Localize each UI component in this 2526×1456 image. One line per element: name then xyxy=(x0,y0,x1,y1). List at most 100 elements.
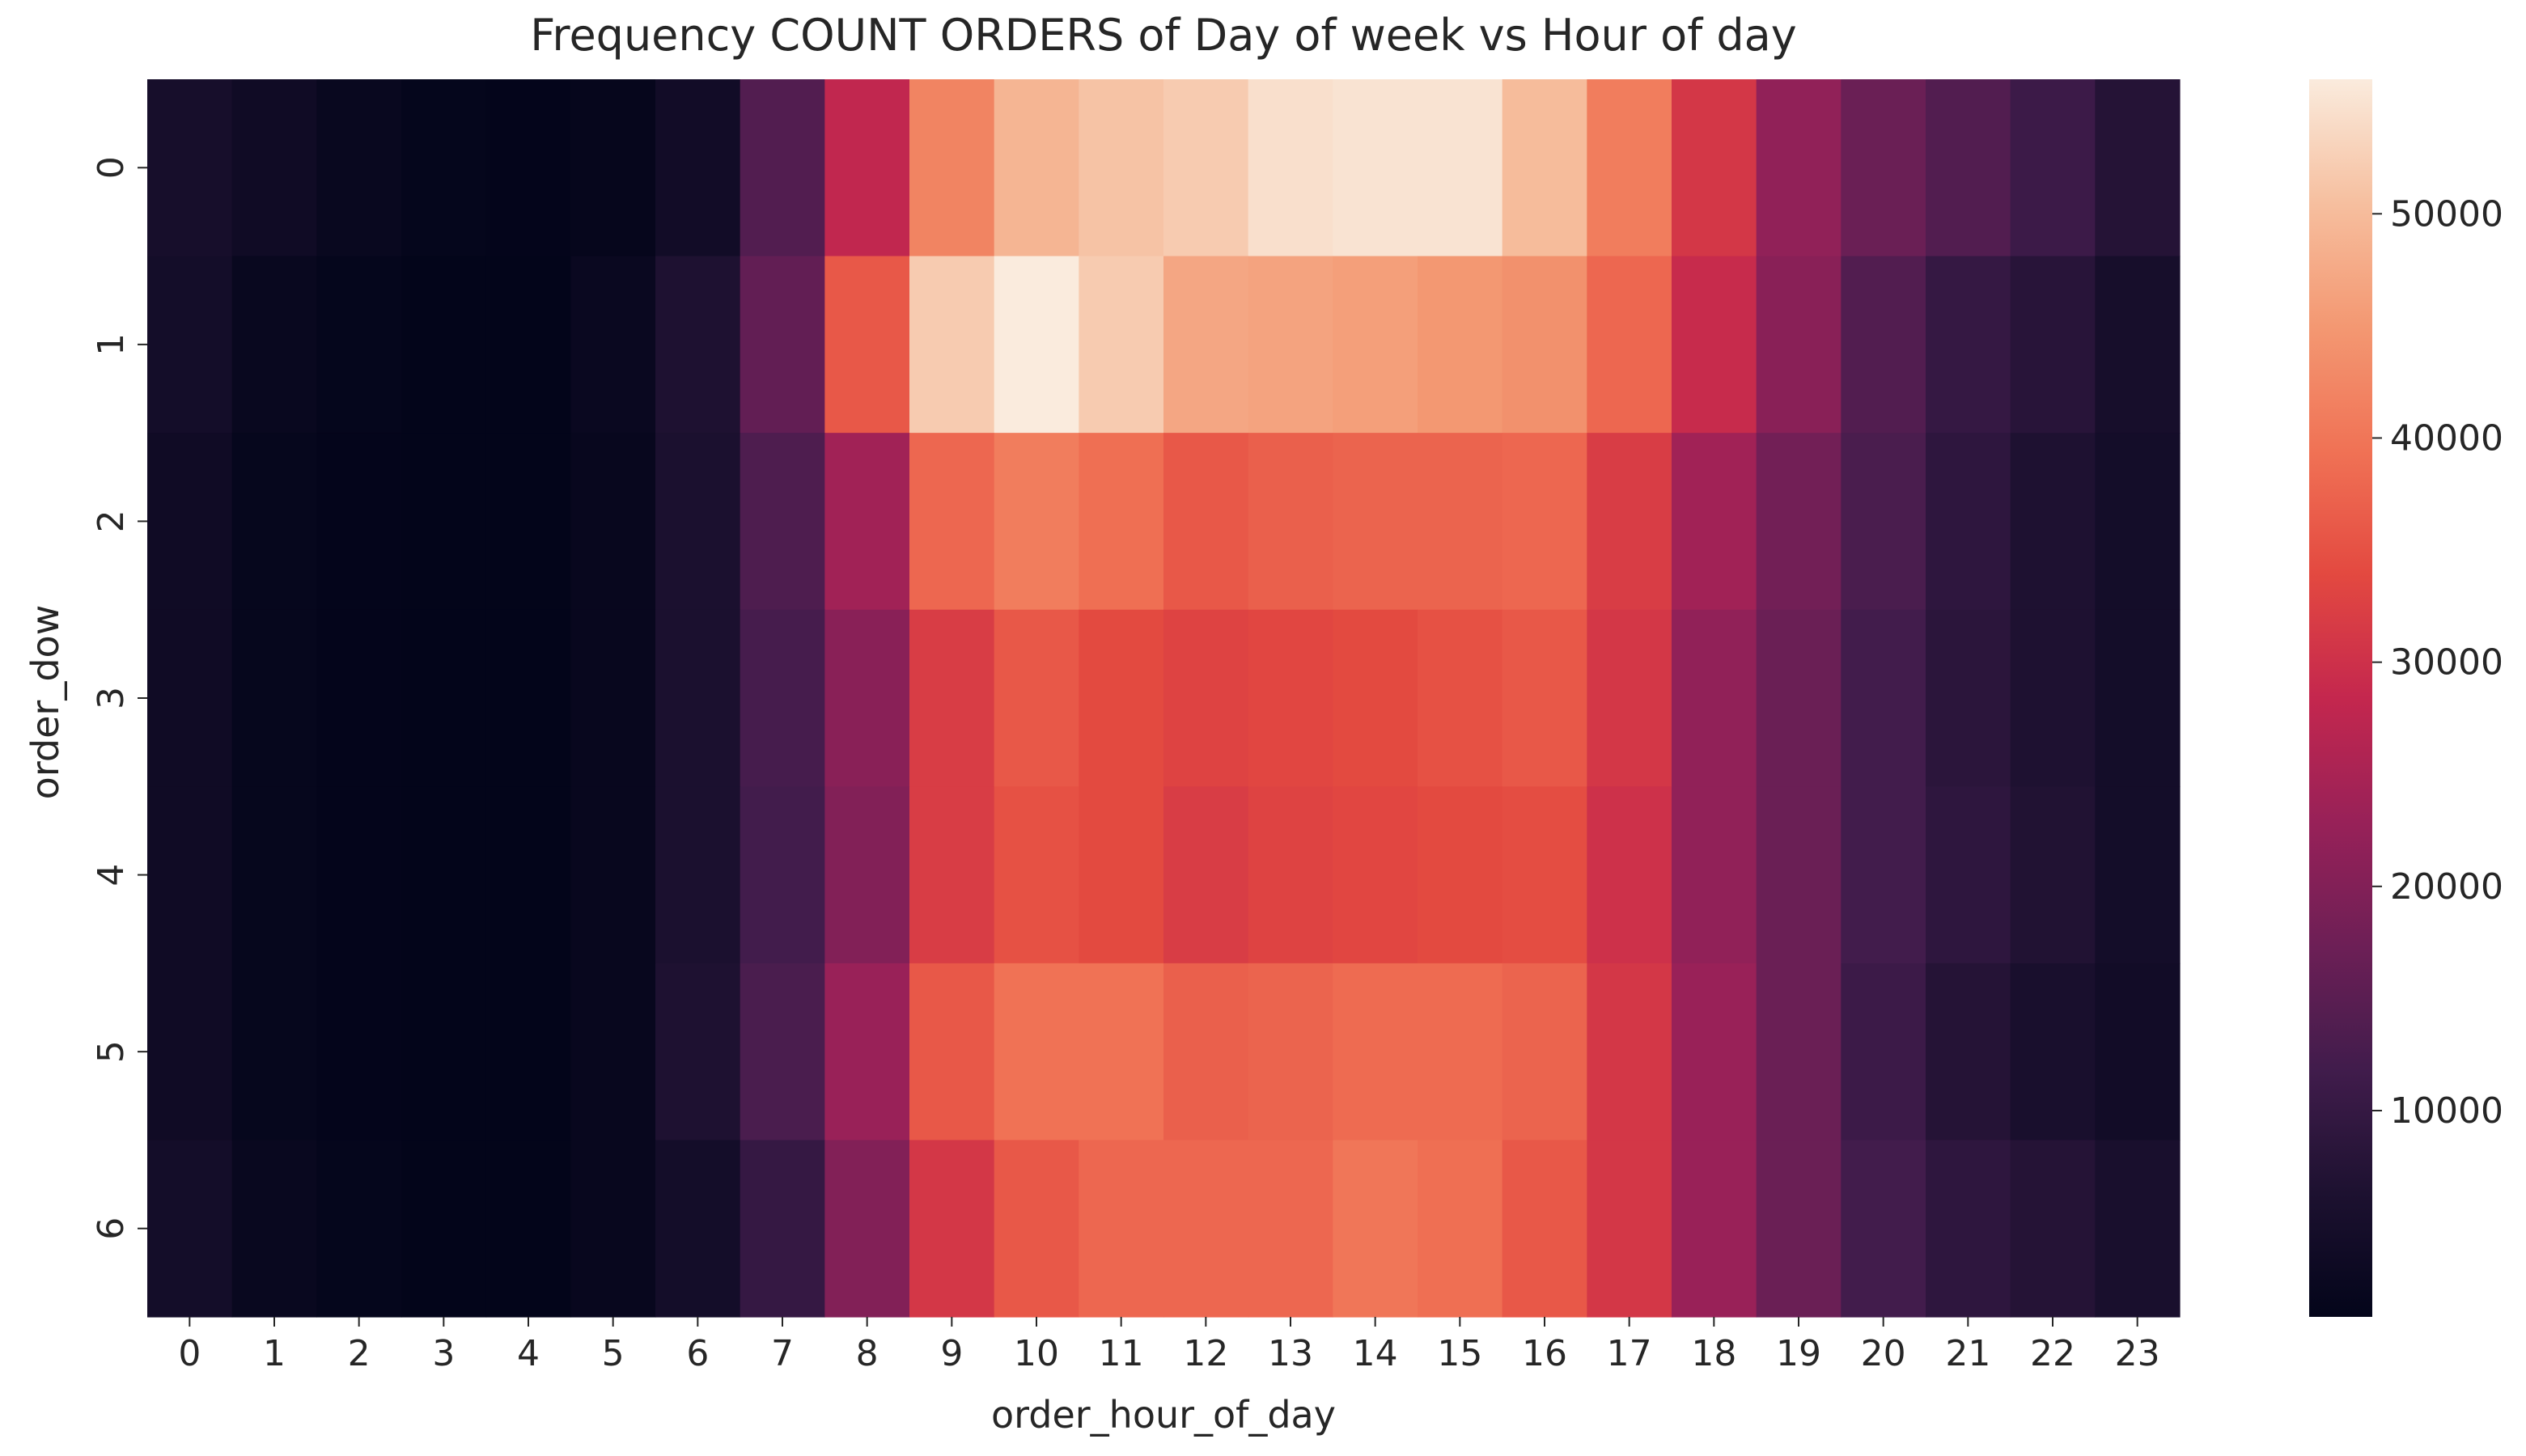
heatmap-cell xyxy=(655,79,741,257)
heatmap-cell xyxy=(1587,256,1672,434)
heatmap-cell xyxy=(231,256,317,434)
heatmap-cell xyxy=(1248,1140,1333,1318)
colorbar xyxy=(2309,79,2372,1317)
heatmap-cell xyxy=(1926,79,2011,257)
heatmap-cell xyxy=(824,609,910,787)
heatmap-cell xyxy=(1587,79,1672,257)
x-tick-label: 10 xyxy=(1014,1333,1059,1374)
heatmap-cell xyxy=(1079,786,1164,964)
heatmap-cell xyxy=(2010,1140,2096,1318)
heatmap-cell xyxy=(1079,433,1164,611)
heatmap-cell xyxy=(316,433,402,611)
heatmap-cell xyxy=(147,433,233,611)
x-tick-label: 13 xyxy=(1268,1333,1313,1374)
heatmap-cells xyxy=(147,79,2181,1318)
heatmap-cell xyxy=(740,609,825,787)
heatmap-cell xyxy=(740,79,825,257)
heatmap-cell xyxy=(1333,256,1418,434)
x-tick-label: 22 xyxy=(2030,1333,2075,1374)
heatmap-cell xyxy=(1587,786,1672,964)
heatmap-cell xyxy=(570,963,656,1141)
heatmap-cell xyxy=(231,433,317,611)
heatmap-cell xyxy=(2095,609,2181,787)
heatmap-cell xyxy=(824,256,910,434)
heatmap-cell xyxy=(994,786,1079,964)
heatmap-cell xyxy=(1756,609,1842,787)
heatmap-cell xyxy=(655,963,741,1141)
y-axis-label: order_dow xyxy=(23,605,67,800)
x-tick-label: 12 xyxy=(1183,1333,1228,1374)
heatmap-cell xyxy=(740,786,825,964)
heatmap-cell xyxy=(824,79,910,257)
heatmap-cell xyxy=(1418,79,1503,257)
heatmap-cell xyxy=(1672,609,1757,787)
heatmap-cell xyxy=(1163,786,1249,964)
heatmap-cell xyxy=(1587,1140,1672,1318)
heatmap-cell xyxy=(485,1140,571,1318)
heatmap-cell xyxy=(1418,433,1503,611)
y-tick-label: 3 xyxy=(91,687,132,709)
heatmap-cell xyxy=(909,433,995,611)
heatmap-cell xyxy=(231,963,317,1141)
heatmap-cell xyxy=(316,79,402,257)
x-tick-label: 2 xyxy=(348,1333,371,1374)
heatmap-cell xyxy=(1587,963,1672,1141)
heatmap-cell xyxy=(1418,256,1503,434)
x-tick-label: 14 xyxy=(1353,1333,1398,1374)
heatmap-cell xyxy=(1163,79,1249,257)
heatmap-cell xyxy=(1672,256,1757,434)
heatmap-cell xyxy=(1841,1140,1926,1318)
x-tick-label: 23 xyxy=(2115,1333,2160,1374)
heatmap-cell xyxy=(401,1140,487,1318)
heatmap-cell xyxy=(485,79,571,257)
colorbar-ticks: 10000 20000 30000 40000 50000 xyxy=(2372,193,2503,1132)
heatmap-cell xyxy=(1672,433,1757,611)
heatmap-cell xyxy=(570,79,656,257)
heatmap-cell xyxy=(485,786,571,964)
heatmap-cell xyxy=(1333,963,1418,1141)
colorbar-tick-label: 30000 xyxy=(2390,642,2503,684)
x-tick-label: 15 xyxy=(1437,1333,1482,1374)
heatmap-cell xyxy=(147,79,233,257)
heatmap-cell xyxy=(401,433,487,611)
heatmap-cell xyxy=(1756,786,1842,964)
heatmap-cell xyxy=(231,609,317,787)
y-tick-label: 5 xyxy=(91,1040,132,1063)
heatmap-cell xyxy=(401,786,487,964)
heatmap-cell xyxy=(1248,963,1333,1141)
heatmap-cell xyxy=(147,256,233,434)
x-tick-label: 11 xyxy=(1099,1333,1144,1374)
heatmap-cell xyxy=(2010,609,2096,787)
heatmap-cell xyxy=(1163,963,1249,1141)
x-axis-label: order_hour_of_day xyxy=(991,1393,1336,1437)
heatmap-cell xyxy=(1418,609,1503,787)
x-tick-label: 7 xyxy=(771,1333,794,1374)
heatmap-cell xyxy=(1248,256,1333,434)
heatmap-cell xyxy=(1502,1140,1587,1318)
heatmap-cell xyxy=(655,1140,741,1318)
heatmap-cell xyxy=(1163,1140,1249,1318)
heatmap-cell xyxy=(401,256,487,434)
heatmap-cell xyxy=(147,963,233,1141)
heatmap-cell xyxy=(1248,79,1333,257)
heatmap-cell xyxy=(1502,609,1587,787)
colorbar-tick-label: 10000 xyxy=(2390,1090,2503,1132)
heatmap-cell xyxy=(1079,963,1164,1141)
heatmap-cell xyxy=(824,963,910,1141)
heatmap-cell xyxy=(1163,256,1249,434)
heatmap-cell xyxy=(1841,609,1926,787)
y-tick-label: 1 xyxy=(91,333,132,356)
heatmap-cell xyxy=(655,786,741,964)
heatmap-cell xyxy=(994,963,1079,1141)
heatmap-cell xyxy=(1248,786,1333,964)
heatmap-cell xyxy=(1926,1140,2011,1318)
heatmap-cell xyxy=(316,256,402,434)
heatmap-cell xyxy=(485,963,571,1141)
heatmap-cell xyxy=(231,79,317,257)
heatmap-cell xyxy=(1333,79,1418,257)
heatmap-cell xyxy=(740,433,825,611)
y-tick-label: 2 xyxy=(91,510,132,532)
heatmap-cell xyxy=(1841,433,1926,611)
x-tick-label: 19 xyxy=(1776,1333,1821,1374)
